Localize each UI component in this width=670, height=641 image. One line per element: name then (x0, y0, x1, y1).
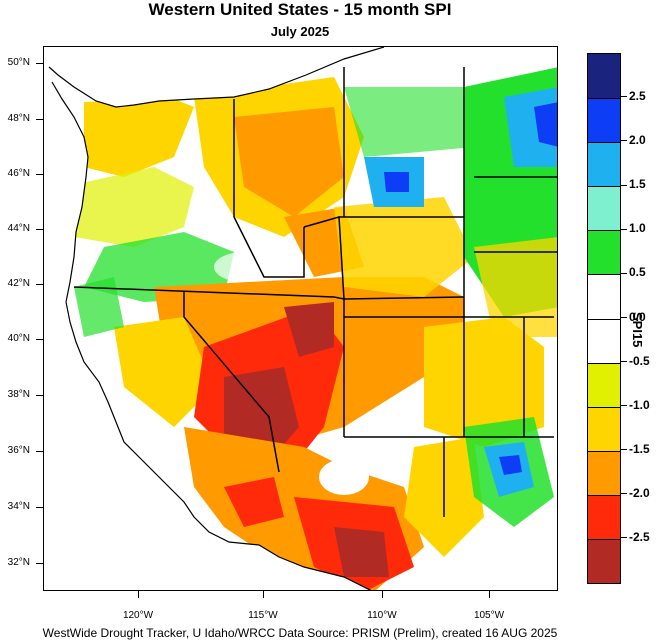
colorbar-separator (588, 274, 620, 276)
colorbar-separator (588, 406, 620, 408)
lat-tick (36, 284, 43, 285)
colorbar-label: -2.5 (621, 530, 650, 544)
lat-tick (36, 451, 43, 452)
lon-tick (489, 591, 490, 598)
lon-tick (138, 591, 139, 598)
lat-label-34: 34°N (7, 501, 30, 512)
lat-tick (36, 229, 43, 230)
lat-label-40: 40°N (7, 333, 30, 344)
spi-shading (49, 47, 557, 590)
lon-tick (263, 591, 264, 598)
colorbar-label: 2.0 (621, 133, 646, 147)
colorbar-segment (588, 54, 620, 99)
colorbar-label: 1.0 (621, 221, 646, 235)
colorbar-label: 0.5 (621, 265, 646, 279)
colorbar-label: -2.0 (621, 486, 650, 500)
lon-label-120: 120°W (122, 610, 154, 621)
footer-credit: WestWide Drought Tracker, U Idaho/WRCC D… (42, 626, 558, 640)
lon-label-115: 115°W (248, 610, 278, 621)
colorbar-title: SPI15 (630, 312, 645, 348)
colorbar-segment (588, 230, 620, 275)
coastline (48, 47, 385, 590)
lat-tick (36, 174, 43, 175)
colorbar-segment (588, 450, 620, 496)
colorbar-separator (588, 538, 620, 540)
lon-label-110: 110°W (367, 610, 397, 621)
lat-label-36: 36°N (7, 445, 30, 456)
lon-tick (382, 591, 383, 598)
colorbar-separator (588, 318, 620, 320)
colorbar-segment (588, 98, 620, 143)
map-subtitle: July 2025 (270, 24, 330, 39)
colorbar-separator (588, 230, 620, 232)
lat-tick (36, 119, 43, 120)
drought-map (43, 46, 558, 591)
colorbar-segment (588, 538, 620, 584)
lat-tick (36, 339, 43, 340)
lon-label-105: 105°W (473, 610, 505, 621)
colorbar-separator (588, 142, 620, 144)
colorbar (587, 53, 621, 584)
colorbar-label: -0.5 (621, 354, 650, 368)
colorbar-segment (588, 186, 620, 231)
map-svg (44, 47, 557, 590)
colorbar-segment (588, 362, 620, 408)
lat-label-48: 48°N (7, 113, 30, 124)
lat-label-38: 38°N (7, 389, 30, 400)
lat-tick (36, 63, 43, 64)
colorbar-separator (588, 450, 620, 452)
lat-label-32: 32°N (7, 557, 30, 568)
lat-label-50: 50°N (7, 57, 30, 68)
colorbar-label: 1.5 (621, 177, 646, 191)
map-title: Western United States - 15 month SPI (148, 0, 452, 19)
colorbar-separator (588, 98, 620, 100)
colorbar-separator (588, 362, 620, 364)
colorbar-separator (588, 186, 620, 188)
lat-label-42: 42°N (7, 278, 30, 289)
lat-label-44: 44°N (7, 223, 30, 234)
colorbar-label: 0.0 (621, 310, 646, 324)
colorbar-segment (588, 142, 620, 187)
colorbar-label: -1.5 (621, 442, 650, 456)
colorbar-segment (588, 274, 620, 319)
colorbar-label: -1.0 (621, 398, 650, 412)
state-boundaries (73, 67, 557, 517)
colorbar-segment (588, 318, 620, 364)
colorbar-segment (588, 406, 620, 452)
lat-tick (36, 563, 43, 564)
colorbar-label: 2.5 (621, 89, 646, 103)
colorbar-segment (588, 494, 620, 540)
colorbar-separator (588, 494, 620, 496)
lat-label-46: 46°N (7, 168, 30, 179)
lat-tick (36, 507, 43, 508)
lat-tick (36, 395, 43, 396)
